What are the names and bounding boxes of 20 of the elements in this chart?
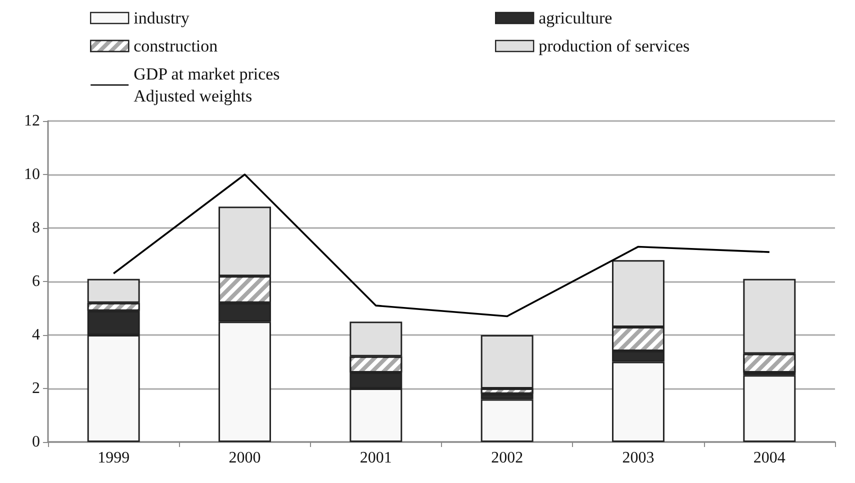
x-tick-label: 1999 xyxy=(98,450,130,466)
y-tick-label: 10 xyxy=(24,166,40,183)
legend-label: industry xyxy=(134,8,190,28)
y-tick-label: 0 xyxy=(32,434,40,450)
y-tick-label: 12 xyxy=(24,112,40,130)
x-tick-label: 2004 xyxy=(753,450,786,466)
y-tick-label: 6 xyxy=(32,273,40,290)
line-series xyxy=(112,174,770,318)
x-tick-label: 2000 xyxy=(228,450,261,466)
legend-label: agriculture xyxy=(538,8,612,28)
y-tick-label: 2 xyxy=(32,380,40,397)
legend-label: GDP at market prices Adjusted weights xyxy=(134,64,280,106)
x-tick-label: 2001 xyxy=(360,450,392,466)
x-tick-label: 2002 xyxy=(491,450,524,466)
bar xyxy=(743,375,796,442)
legend-label: production of services xyxy=(538,36,690,56)
x-tick-label: 2003 xyxy=(622,450,654,466)
y-tick-label: 8 xyxy=(32,220,40,236)
legend-label: construction xyxy=(134,36,218,56)
y-tick-label: 4 xyxy=(32,326,40,344)
